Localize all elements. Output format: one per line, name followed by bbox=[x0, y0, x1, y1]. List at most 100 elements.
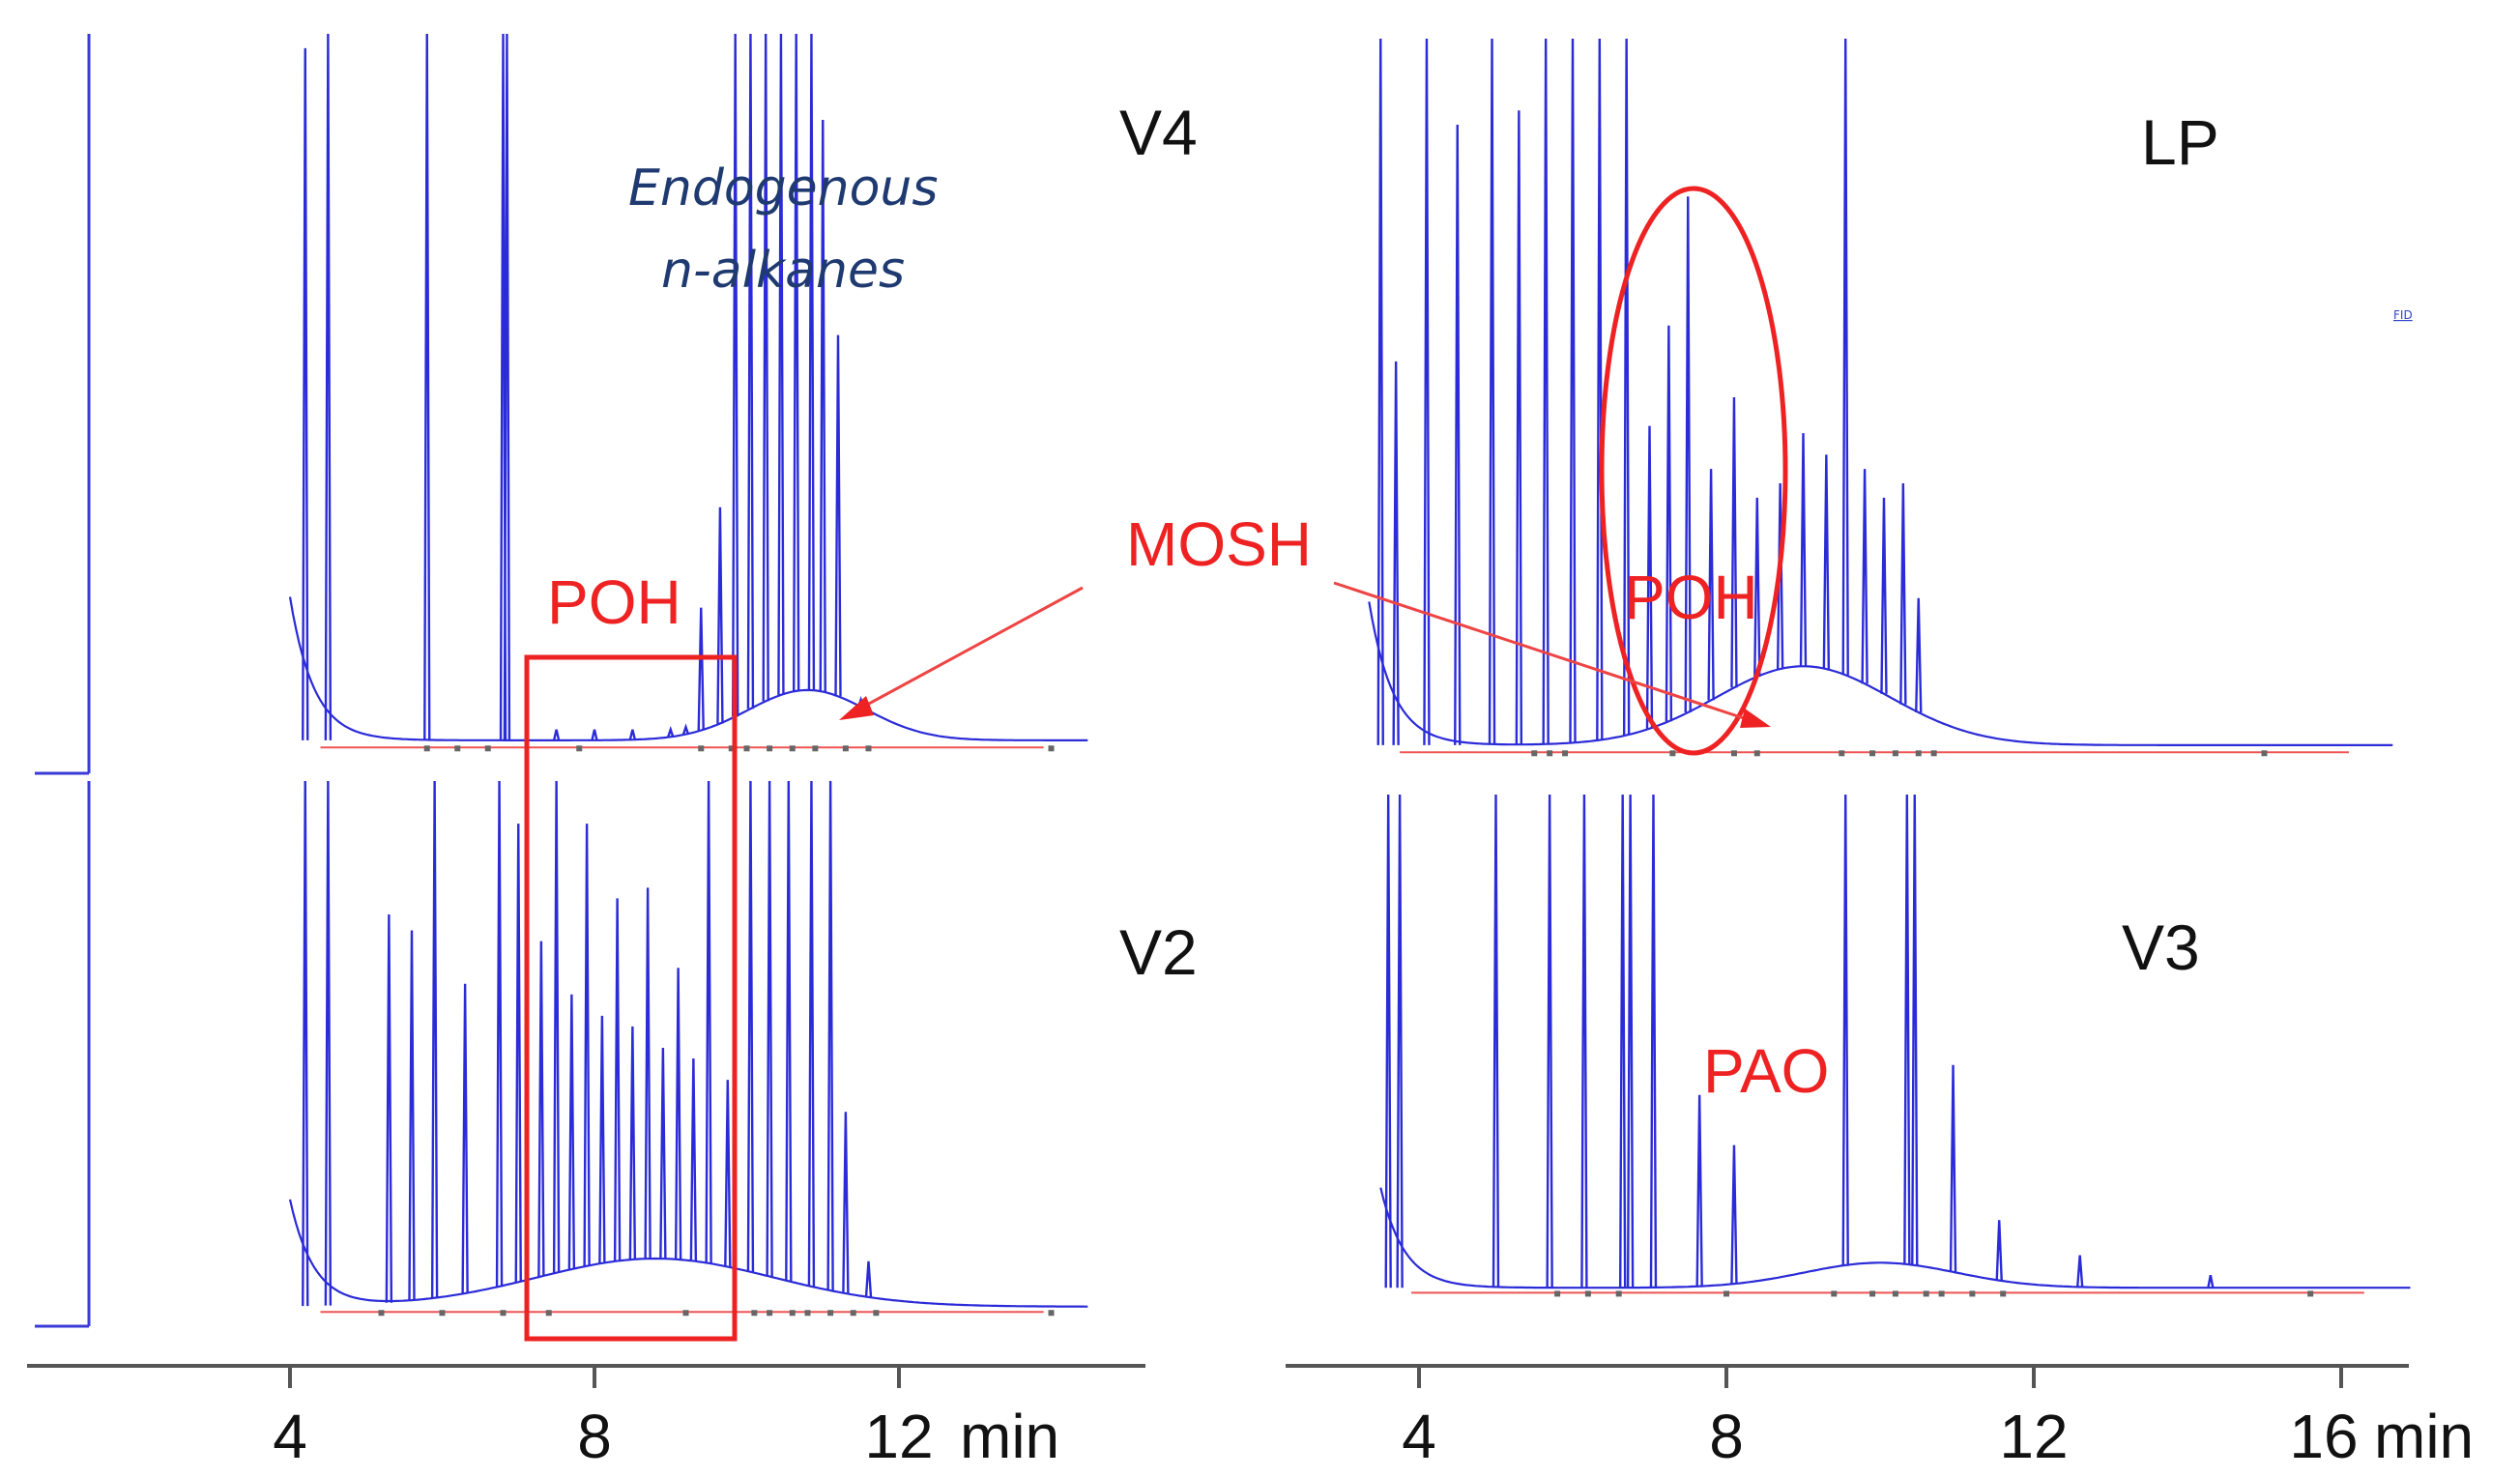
integration-mark-lp-2 bbox=[1562, 750, 1569, 757]
peak-v3-15 bbox=[2076, 1255, 2084, 1288]
peak-lp-14 bbox=[1730, 396, 1738, 688]
peak-lp-8 bbox=[1596, 38, 1604, 740]
trace-group-v4 bbox=[288, 33, 1088, 752]
integration-mark-v3-0 bbox=[1554, 1290, 1561, 1297]
peak-v3-6 bbox=[1626, 794, 1635, 1289]
integration-mark-v3-9 bbox=[1969, 1290, 1976, 1297]
integration-mark-v2-3 bbox=[545, 1310, 552, 1317]
left-tick-label-12: 12 bbox=[864, 1402, 933, 1471]
integration-mark-v2-4 bbox=[682, 1310, 689, 1317]
left-x-axis: 4 8 12 min bbox=[27, 1364, 1145, 1471]
peak-lp-17 bbox=[1799, 433, 1808, 667]
peak-v3-0 bbox=[1384, 794, 1392, 1289]
integration-mark-v3-3 bbox=[1723, 1290, 1729, 1297]
peak-lp-21 bbox=[1880, 497, 1888, 694]
peak-v4-10 bbox=[697, 607, 705, 731]
peak-v3-13 bbox=[1949, 1064, 1957, 1272]
peak-v2-16 bbox=[659, 1047, 667, 1260]
signal-baseline-v3 bbox=[1379, 1187, 2411, 1289]
poh-region-ellipse bbox=[1599, 186, 1788, 756]
peak-v4-12 bbox=[731, 33, 739, 717]
peak-v4-8 bbox=[667, 725, 675, 738]
mosh-arrow-left-shaft bbox=[855, 586, 1084, 712]
peak-v2-24 bbox=[807, 780, 816, 1287]
peak-v2-25 bbox=[826, 780, 834, 1291]
integration-mark-v4-6 bbox=[743, 745, 750, 752]
left-tick-label-8: 8 bbox=[577, 1402, 612, 1471]
peak-v2-20 bbox=[724, 1080, 732, 1267]
integration-mark-v2-9 bbox=[827, 1310, 834, 1317]
integration-mark-v4-2 bbox=[484, 745, 491, 752]
mosh-arrow-right-head bbox=[1740, 709, 1771, 728]
integration-mark-v4-9 bbox=[812, 745, 819, 752]
peak-v2-18 bbox=[689, 1058, 698, 1261]
peak-v4-16 bbox=[792, 33, 800, 691]
right-tick-label-4: 4 bbox=[1402, 1402, 1436, 1471]
peak-v4-18 bbox=[819, 120, 826, 692]
integration-mark-v3-6 bbox=[1892, 1290, 1898, 1297]
integration-mark-v3-10 bbox=[2000, 1290, 2007, 1297]
poh-label-left: POH bbox=[547, 567, 681, 637]
peak-lp-0 bbox=[1376, 38, 1384, 745]
peak-lp-11 bbox=[1665, 325, 1673, 722]
integration-mark-lp-5 bbox=[1753, 750, 1760, 757]
panel-label-v3: V3 bbox=[2122, 912, 2200, 983]
peak-v3-7 bbox=[1649, 794, 1658, 1288]
integration-mark-v4-4 bbox=[698, 745, 705, 752]
integration-mark-v3-1 bbox=[1584, 1290, 1591, 1297]
peak-lp-18 bbox=[1822, 454, 1831, 670]
integration-mark-v2-12 bbox=[1048, 1310, 1055, 1317]
mosh-label: MOSH bbox=[1126, 509, 1312, 579]
right-tick-label-12: 12 bbox=[1999, 1402, 2068, 1471]
peak-v3-14 bbox=[1995, 1220, 2003, 1281]
integration-mark-v4-8 bbox=[789, 745, 796, 752]
peak-lp-20 bbox=[1861, 469, 1868, 684]
peak-lp-2 bbox=[1423, 38, 1431, 745]
peak-v2-9 bbox=[552, 780, 561, 1273]
peak-v3-12 bbox=[1911, 794, 1919, 1265]
peak-lp-1 bbox=[1392, 361, 1400, 745]
integration-mark-lp-11 bbox=[2261, 750, 2268, 757]
peak-v2-11 bbox=[583, 824, 591, 1266]
integration-mark-v4-10 bbox=[842, 745, 849, 752]
peak-v2-10 bbox=[567, 994, 576, 1270]
peak-lp-4 bbox=[1488, 38, 1496, 745]
peak-lp-16 bbox=[1776, 483, 1784, 670]
integration-mark-v3-11 bbox=[2307, 1290, 2314, 1297]
left-tick-label-4: 4 bbox=[273, 1402, 307, 1471]
peak-lp-12 bbox=[1684, 196, 1692, 712]
right-unit-label: min bbox=[2374, 1402, 2474, 1471]
panel-label-v4: V4 bbox=[1119, 97, 1198, 168]
integration-mark-v2-1 bbox=[439, 1310, 446, 1317]
peak-lp-15 bbox=[1753, 497, 1761, 677]
signal-baseline-v4 bbox=[288, 596, 1088, 741]
peak-v2-14 bbox=[628, 1026, 637, 1260]
peak-v3-8 bbox=[1695, 1094, 1703, 1287]
peak-v2-17 bbox=[674, 968, 682, 1260]
integration-mark-v4-11 bbox=[865, 745, 872, 752]
peak-v2-19 bbox=[705, 780, 712, 1263]
mosh-arrow-left-head bbox=[839, 696, 874, 720]
peak-v2-21 bbox=[746, 780, 755, 1272]
peak-v3-1 bbox=[1396, 794, 1404, 1289]
peak-v2-3 bbox=[408, 930, 416, 1301]
panel-label-lp: LP bbox=[2141, 106, 2219, 178]
integration-mark-v2-2 bbox=[500, 1310, 507, 1317]
integration-mark-v2-8 bbox=[804, 1310, 811, 1317]
integration-mark-v4-5 bbox=[728, 745, 735, 752]
integration-mark-v4-7 bbox=[767, 745, 773, 752]
peak-v4-0 bbox=[302, 47, 309, 740]
integration-mark-lp-0 bbox=[1531, 750, 1538, 757]
peak-v2-7 bbox=[514, 824, 522, 1283]
integration-mark-lp-3 bbox=[1669, 750, 1676, 757]
peak-v4-2 bbox=[423, 33, 431, 740]
trace-group-v2 bbox=[288, 780, 1088, 1317]
peak-v3-10 bbox=[1841, 794, 1849, 1265]
integration-mark-v3-2 bbox=[1615, 1290, 1622, 1297]
peak-v2-23 bbox=[785, 780, 793, 1282]
peak-lp-6 bbox=[1542, 38, 1550, 744]
peak-v2-1 bbox=[324, 780, 333, 1306]
peak-lp-22 bbox=[1899, 483, 1907, 705]
integration-mark-lp-9 bbox=[1915, 750, 1922, 757]
